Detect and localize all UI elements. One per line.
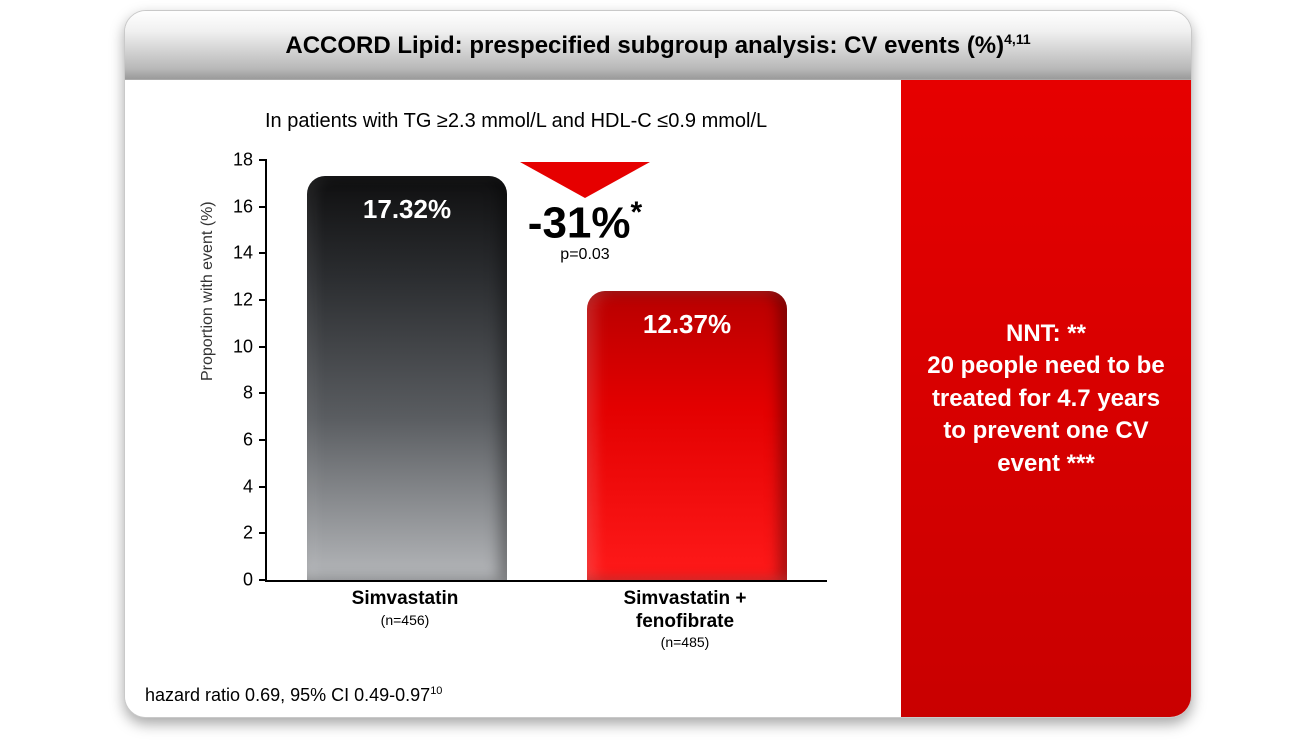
y-tick xyxy=(259,206,267,208)
y-tick-label: 8 xyxy=(243,383,253,404)
reduction-asterisk: * xyxy=(631,196,643,229)
bar2-value-label: 12.37% xyxy=(587,309,787,340)
hazard-ratio-footnote: hazard ratio 0.69, 95% CI 0.49-0.9710 xyxy=(145,685,442,706)
y-tick-label: 12 xyxy=(233,290,253,311)
nnt-side-panel: NNT: ** 20 people need to be treated for… xyxy=(901,80,1191,718)
y-tick xyxy=(259,299,267,301)
y-axis-title: Proportion with event (%) xyxy=(199,201,217,381)
reduction-annotation: -31%* xyxy=(445,198,725,246)
category-label-1: Simvastatin xyxy=(305,588,505,611)
y-tick xyxy=(259,579,267,581)
y-tick-label: 4 xyxy=(243,476,253,497)
y-tick xyxy=(259,532,267,534)
nnt-line2: 20 people need to be treated for 4.7 yea… xyxy=(927,352,1164,476)
y-tick xyxy=(259,346,267,348)
y-tick-label: 10 xyxy=(233,336,253,357)
y-tick-label: 2 xyxy=(243,523,253,544)
nnt-text: NNT: ** 20 people need to be treated for… xyxy=(901,318,1191,480)
down-arrow-icon xyxy=(520,162,650,198)
category-n-2: (n=485) xyxy=(585,634,785,650)
y-tick xyxy=(259,159,267,161)
y-tick xyxy=(259,252,267,254)
y-tick-label: 18 xyxy=(233,150,253,171)
p-value: p=0.03 xyxy=(445,246,725,264)
nnt-line1: NNT: ** xyxy=(1006,320,1086,347)
y-tick-label: 16 xyxy=(233,196,253,217)
chart-subtitle: In patients with TG ≥2.3 mmol/L and HDL-… xyxy=(265,110,767,133)
category-label-2: Simvastatin + fenofibrate xyxy=(585,588,785,634)
slide-card: ACCORD Lipid: prespecified subgroup anal… xyxy=(124,10,1192,718)
y-tick-label: 0 xyxy=(243,570,253,591)
footnote-ref: 10 xyxy=(430,685,442,697)
reduction-text: -31% xyxy=(528,199,631,248)
title-main: ACCORD Lipid: prespecified subgroup anal… xyxy=(285,32,1004,59)
y-tick-label: 6 xyxy=(243,430,253,451)
footnote-text: hazard ratio 0.69, 95% CI 0.49-0.97 xyxy=(145,685,430,705)
title-refs: 4,11 xyxy=(1004,31,1030,47)
slide-title: ACCORD Lipid: prespecified subgroup anal… xyxy=(285,31,1030,60)
y-tick-label: 14 xyxy=(233,243,253,264)
bar-simvastatin-fenofibrate: 12.37% xyxy=(587,291,787,580)
y-tick xyxy=(259,486,267,488)
y-tick xyxy=(259,439,267,441)
chart-area: In patients with TG ≥2.3 mmol/L and HDL-… xyxy=(125,80,901,718)
category-n-1: (n=456) xyxy=(305,612,505,628)
body-row: In patients with TG ≥2.3 mmol/L and HDL-… xyxy=(125,80,1191,718)
category-label-2-text: Simvastatin + fenofibrate xyxy=(623,588,746,632)
header-bar: ACCORD Lipid: prespecified subgroup anal… xyxy=(125,11,1191,80)
y-tick xyxy=(259,392,267,394)
